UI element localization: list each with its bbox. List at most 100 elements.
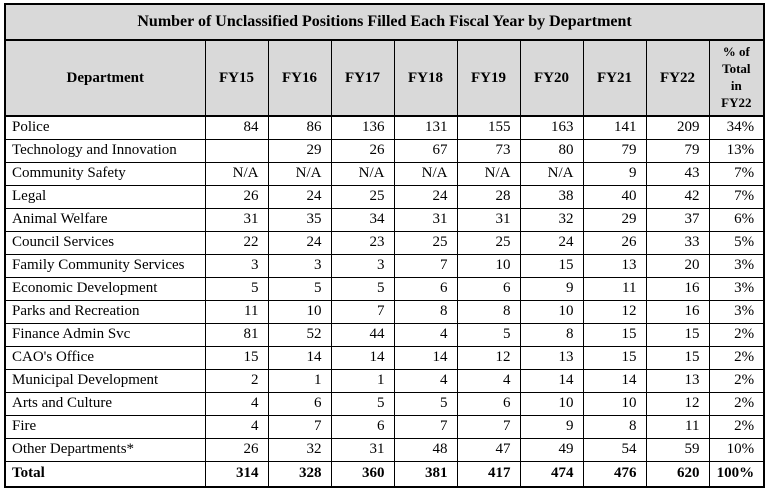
pct-cell: 2% [708,391,765,416]
pct-cell: 3% [708,253,765,278]
value-cell: 25 [330,184,395,209]
value-cell: 24 [267,230,332,255]
pct-cell: 100% [708,460,765,488]
value-cell: 6 [456,391,521,416]
value-cell: 8 [393,299,458,324]
value-cell: 9 [519,276,584,301]
value-cell: 12 [456,345,521,370]
value-cell: 1 [267,368,332,393]
value-cell: 5 [267,276,332,301]
value-cell: 14 [519,368,584,393]
value-cell: 48 [393,437,458,462]
pct-cell: 2% [708,322,765,347]
table-row: CAO's Office 15 14 14 14 12 13 15 15 2% [4,345,765,370]
value-cell: 35 [267,207,332,232]
value-cell: 73 [456,138,521,163]
value-cell: 31 [330,437,395,462]
value-cell: 26 [204,184,269,209]
value-cell: 4 [204,414,269,439]
table-row: Parks and Recreation 11 10 7 8 8 10 12 16 3% [4,299,765,324]
pct-cell: 2% [708,414,765,439]
value-cell: 22 [204,230,269,255]
value-cell: 4 [204,391,269,416]
table-row: Economic Development 5 5 5 6 6 9 11 16 3% [4,276,765,301]
table-row: Animal Welfare 31 35 34 31 31 32 29 37 6% [4,207,765,232]
value-cell: 26 [204,437,269,462]
value-cell: 11 [582,276,647,301]
department-cell: Other Departments* [4,437,206,462]
value-cell: N/A [393,161,458,186]
pct-cell: 7% [708,184,765,209]
value-cell: 20 [645,253,710,278]
value-cell: 31 [204,207,269,232]
value-cell: 4 [456,368,521,393]
value-cell: 15 [645,322,710,347]
department-cell: Technology and Innovation [4,138,206,163]
value-cell: N/A [204,161,269,186]
value-cell: N/A [519,161,584,186]
pct-header-line: in [730,78,742,93]
value-cell: 163 [519,115,584,140]
table-row: Fire 4 7 6 7 7 9 8 11 2% [4,414,765,439]
value-cell: 1 [330,368,395,393]
value-cell: 38 [519,184,584,209]
value-cell: 13 [645,368,710,393]
value-cell: 6 [330,414,395,439]
department-cell: Total [4,460,206,488]
value-cell: 80 [519,138,584,163]
value-cell: 136 [330,115,395,140]
value-cell: 10 [582,391,647,416]
table-header-row: Department FY15 FY16 FY17 FY18 FY19 FY20… [4,39,765,117]
table-row: Community Safety N/A N/A N/A N/A N/A N/A 9 43 7% [4,161,765,186]
value-cell: 32 [267,437,332,462]
value-cell: 474 [519,460,584,488]
value-cell: 26 [330,138,395,163]
table-row: Technology and Innovation 29 26 67 73 80 79 79 1… [4,138,765,163]
department-cell: Fire [4,414,206,439]
value-cell: 16 [645,299,710,324]
column-header-fy16: FY16 [267,39,332,117]
value-cell: 5 [204,276,269,301]
pct-cell: 13% [708,138,765,163]
value-cell: 328 [267,460,332,488]
pct-cell: 34% [708,115,765,140]
value-cell: 24 [519,230,584,255]
value-cell: 16 [645,276,710,301]
value-cell: 34 [330,207,395,232]
value-cell: 6 [393,276,458,301]
value-cell: 141 [582,115,647,140]
value-cell: 31 [393,207,458,232]
value-cell: 24 [393,184,458,209]
column-header-pct-of-total: % of Total in FY22 [708,39,765,117]
department-cell: Parks and Recreation [4,299,206,324]
table-row: Council Services 22 24 23 25 25 24 26 33 5% [4,230,765,255]
value-cell: 14 [330,345,395,370]
value-cell: 40 [582,184,647,209]
department-cell: Arts and Culture [4,391,206,416]
value-cell: 32 [519,207,584,232]
value-cell: 37 [645,207,710,232]
column-header-fy15: FY15 [204,39,269,117]
value-cell: 8 [456,299,521,324]
department-cell: Council Services [4,230,206,255]
value-cell: N/A [330,161,395,186]
value-cell: 381 [393,460,458,488]
value-cell: 15 [582,322,647,347]
value-cell: 7 [456,414,521,439]
value-cell: 42 [645,184,710,209]
value-cell: 360 [330,460,395,488]
column-header-fy20: FY20 [519,39,584,117]
table-row: Other Departments* 26 32 31 48 47 49 54 59 10% [4,437,765,462]
department-cell: Municipal Development [4,368,206,393]
value-cell: 131 [393,115,458,140]
value-cell: 9 [519,414,584,439]
table-row: Family Community Services 3 3 3 7 10 15 13 20 3% [4,253,765,278]
value-cell: 13 [519,345,584,370]
value-cell: 15 [582,345,647,370]
value-cell: 10 [519,299,584,324]
value-cell: 81 [204,322,269,347]
department-cell: Legal [4,184,206,209]
value-cell: 5 [456,322,521,347]
value-cell: 15 [645,345,710,370]
